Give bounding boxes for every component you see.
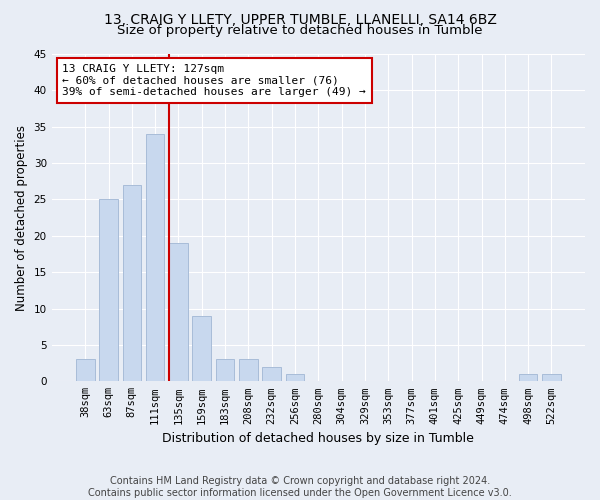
Bar (99, 200, 118, 382)
Bar (169, 243, 188, 382)
Y-axis label: Number of detached properties: Number of detached properties (15, 124, 28, 310)
Text: Size of property relative to detached houses in Tumble: Size of property relative to detached ho… (117, 24, 483, 37)
Bar (216, 360, 235, 382)
Bar (193, 316, 211, 382)
Bar (76, 360, 95, 382)
Bar (239, 360, 258, 382)
Bar (122, 185, 141, 382)
Bar (146, 134, 164, 382)
Bar (262, 367, 281, 382)
Text: 13 CRAIG Y LLETY: 127sqm
← 60% of detached houses are smaller (76)
39% of semi-d: 13 CRAIG Y LLETY: 127sqm ← 60% of detach… (62, 64, 366, 97)
X-axis label: Distribution of detached houses by size in Tumble: Distribution of detached houses by size … (163, 432, 474, 445)
Bar (286, 374, 304, 382)
Bar (542, 374, 561, 382)
Text: Contains HM Land Registry data © Crown copyright and database right 2024.
Contai: Contains HM Land Registry data © Crown c… (88, 476, 512, 498)
Bar (519, 374, 538, 382)
Text: 13, CRAIG Y LLETY, UPPER TUMBLE, LLANELLI, SA14 6BZ: 13, CRAIG Y LLETY, UPPER TUMBLE, LLANELL… (104, 12, 496, 26)
